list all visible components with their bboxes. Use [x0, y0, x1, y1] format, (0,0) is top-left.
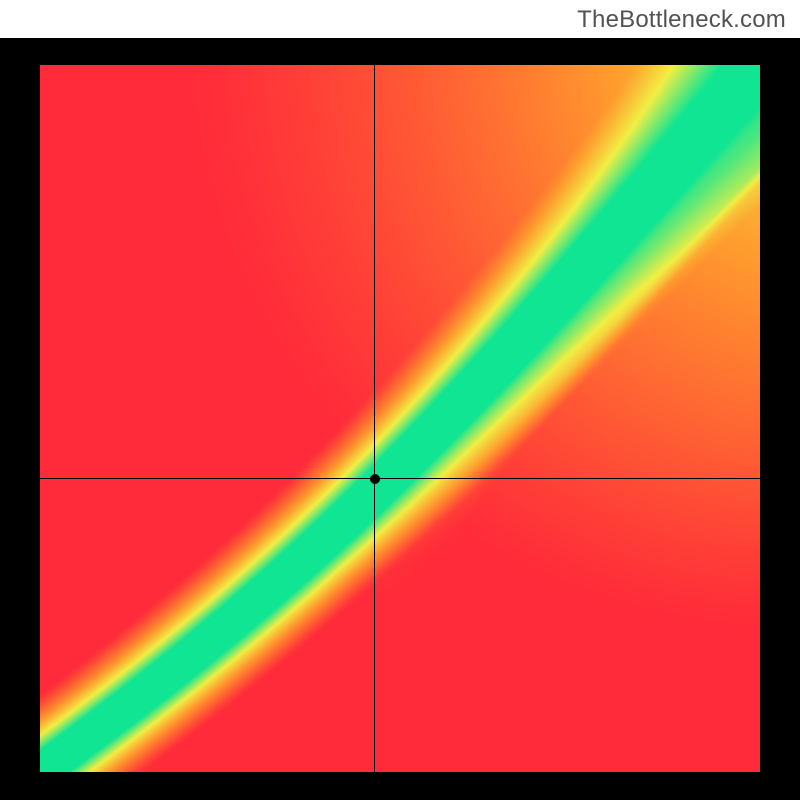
crosshair-vertical	[374, 65, 375, 772]
attribution-text: TheBottleneck.com	[577, 6, 786, 34]
plot-area	[40, 65, 760, 772]
data-point-marker	[370, 474, 380, 484]
plot-frame	[0, 38, 800, 800]
chart-container: TheBottleneck.com	[0, 0, 800, 800]
heatmap-canvas	[40, 65, 760, 772]
crosshair-horizontal	[40, 478, 760, 479]
